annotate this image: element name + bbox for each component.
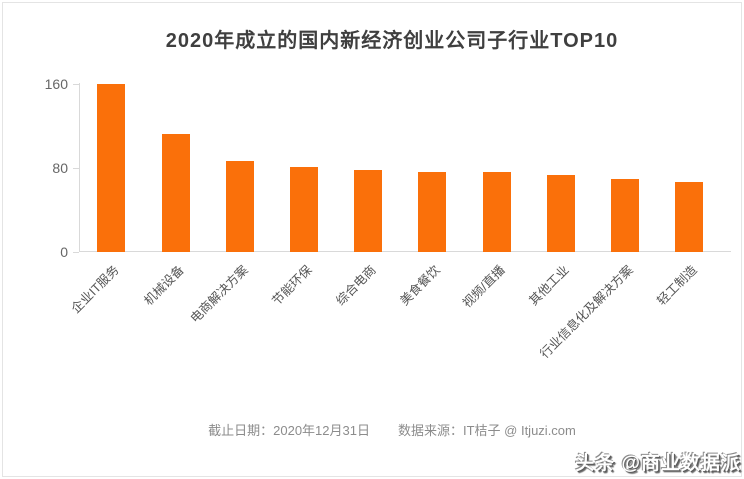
bar-3 [225,161,254,252]
x-category-label: 企业IT服务 [68,262,123,316]
x-axis-line [79,251,731,252]
x-category-label: 综合电商 [333,262,379,309]
bar-6 [418,171,447,252]
y-axis-line [79,83,80,252]
y-tick-label: 0 [60,243,68,260]
bar-1 [97,84,126,252]
footer-source: 数据来源：IT桔子 @ Itjuzi.com [397,423,576,438]
y-tick-label: 160 [44,76,68,92]
bar-9 [610,179,639,252]
y-axis-tick [73,167,79,169]
y-tick-label: 80 [52,159,68,176]
bar-10 [675,182,704,252]
x-category-label: 轻工制造 [654,262,700,309]
bar-7 [482,171,511,252]
toutiao-watermark: 头条 @商业数据派 [575,453,741,474]
x-category-label: 节能环保 [269,262,315,309]
bar-2 [161,134,190,252]
footer-deadline: 截止日期：2020年12月31日 [208,423,370,438]
x-category-label: 其他工业 [526,262,572,309]
y-axis-tick [73,251,79,253]
footer-note: 截止日期：2020年12月31日 数据来源：IT桔子 @ Itjuzi.com [40,420,744,439]
bar-8 [546,175,575,252]
x-category-label: 机械设备 [140,262,187,309]
x-category-label: 视频/直播 [459,262,508,311]
x-category-label: 电商解决方案 [187,262,251,326]
y-axis-tick [73,84,79,85]
chart-title: 2020年成立的国内新经济创业公司子行业TOP10 [165,30,619,52]
x-category-label: 美食餐饮 [397,262,444,309]
bar-4 [289,166,318,252]
bar-5 [354,169,383,252]
